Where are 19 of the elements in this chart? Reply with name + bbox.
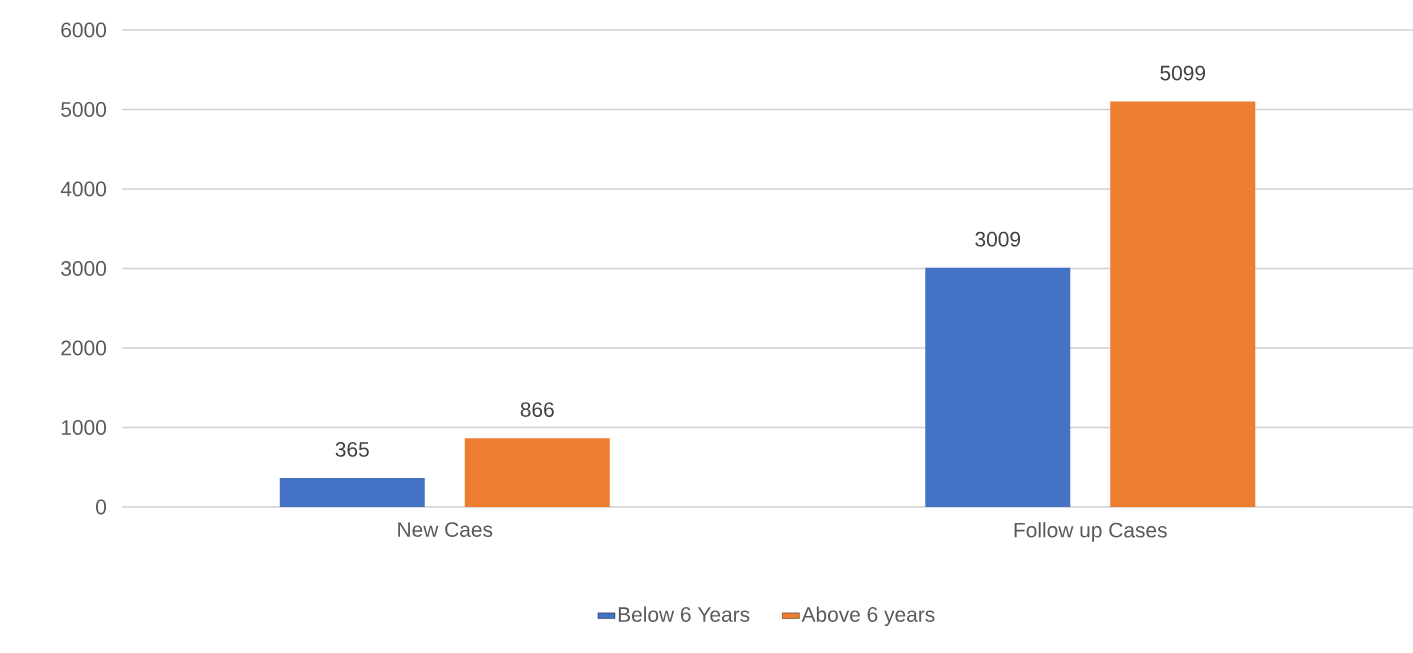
y-tick-label: 4000 (60, 181, 107, 197)
data-label: 5099 (1160, 65, 1206, 81)
data-label: 3009 (975, 231, 1021, 247)
legend-label: Below 6 Years (618, 606, 750, 622)
bar (1110, 101, 1256, 507)
legend-label: Above 6 years (801, 606, 935, 627)
x-tick-label: Follow up Cases (1014, 522, 1167, 542)
y-tick-label: 6000 (61, 22, 107, 38)
bar (925, 267, 1071, 507)
bar (464, 438, 610, 507)
y-tick-label: 5000 (61, 102, 107, 117)
y-tick-label: 1000 (61, 420, 107, 435)
y-tick-label: 2000 (61, 340, 107, 356)
data-label: 365 (335, 441, 369, 457)
data-label: 866 (520, 402, 554, 417)
bar (279, 477, 425, 507)
y-tick-label: 0 (96, 499, 107, 515)
y-tick-label: 3000 (61, 261, 107, 276)
x-tick-label: New Caes (398, 522, 493, 537)
